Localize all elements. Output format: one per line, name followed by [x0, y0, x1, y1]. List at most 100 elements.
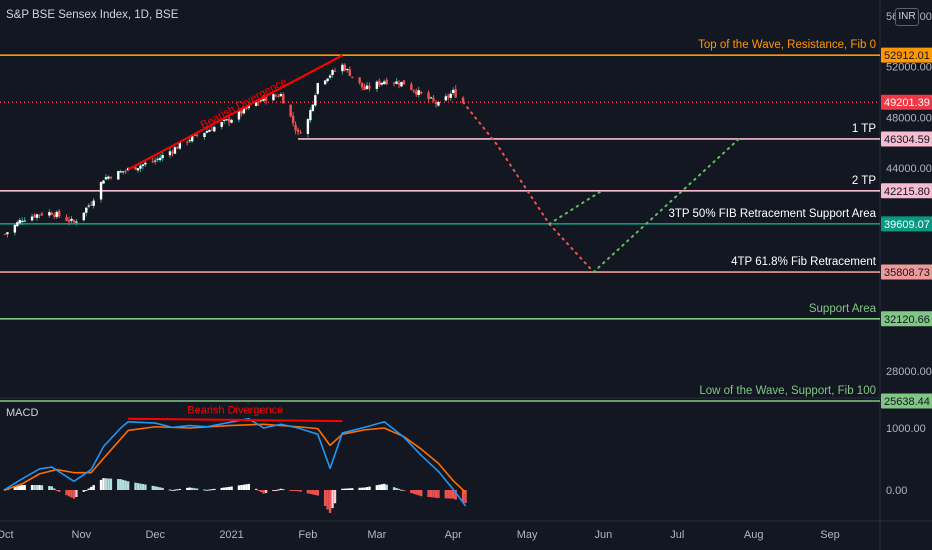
- histogram-bar: [452, 490, 455, 499]
- candle-body: [264, 96, 268, 101]
- candle-body: [205, 130, 209, 133]
- histogram-bar: [158, 487, 162, 490]
- histogram-bar: [429, 490, 433, 498]
- histogram-bar: [109, 478, 113, 490]
- histogram-bar: [89, 486, 93, 490]
- histogram-bar: [333, 490, 337, 504]
- histogram-bar: [306, 490, 310, 494]
- histogram-bar: [16, 486, 19, 490]
- candle-body: [75, 221, 78, 223]
- currency-badge[interactable]: INR: [895, 8, 919, 26]
- histogram-bar: [193, 488, 196, 490]
- candle-body: [299, 132, 302, 134]
- candle-body: [48, 212, 51, 216]
- candle-body: [203, 132, 206, 138]
- histogram-bar: [205, 489, 209, 491]
- candle-body: [316, 83, 319, 94]
- candle-body: [220, 122, 223, 127]
- candle-body: [432, 98, 435, 101]
- histogram-bar: [40, 485, 44, 490]
- candle-body: [395, 81, 398, 84]
- histogram-bar: [85, 490, 88, 491]
- candle-body: [294, 124, 297, 131]
- histogram-bar: [141, 484, 145, 490]
- histogram-bar: [104, 478, 108, 490]
- histogram-bar: [412, 490, 416, 494]
- histogram-bar: [156, 486, 159, 490]
- candle-body: [109, 177, 113, 179]
- histogram-bar: [247, 483, 251, 490]
- price-badge-text: 46304.59: [884, 134, 930, 146]
- histogram-bar: [210, 489, 214, 491]
- candle-body: [257, 101, 260, 103]
- candle-body: [213, 126, 216, 132]
- candle-body: [124, 170, 127, 172]
- candle-body: [195, 134, 199, 136]
- candle-body: [437, 101, 440, 106]
- candle-body: [323, 80, 327, 85]
- histogram-bar: [87, 488, 90, 490]
- candle-body: [289, 104, 292, 117]
- candle-body: [348, 69, 351, 77]
- histogram-bar: [296, 490, 300, 492]
- time-tick-label: Sep: [820, 529, 840, 541]
- price-badge-text: 35808.73: [884, 267, 930, 279]
- candle-body: [139, 165, 142, 169]
- candle-body: [247, 105, 251, 109]
- candle-body: [102, 180, 105, 184]
- macd-tick-label: 1000.00: [886, 423, 926, 435]
- histogram-bar: [279, 488, 283, 490]
- candle-body: [156, 158, 159, 160]
- candle-body: [119, 171, 122, 173]
- candle-body: [82, 212, 86, 221]
- histogram-bar: [134, 482, 137, 490]
- histogram-bar: [65, 490, 68, 496]
- histogram-bar: [176, 489, 179, 491]
- histogram-bar: [432, 490, 435, 498]
- candle-body: [410, 84, 413, 90]
- candle-body: [35, 214, 39, 218]
- candle-body: [296, 129, 300, 132]
- histogram-bar: [365, 487, 369, 490]
- candle-body: [444, 96, 448, 101]
- candle-body: [240, 110, 243, 114]
- price-badge: [881, 216, 932, 232]
- histogram-bar: [82, 490, 86, 492]
- price-badge: [881, 94, 932, 110]
- candle-body: [154, 160, 157, 162]
- macd-divergence-label: Bearish Divergence: [187, 405, 283, 417]
- chart-title: S&P BSE Sensex Index, 1D, BSE: [6, 9, 179, 21]
- histogram-bar: [154, 486, 157, 490]
- histogram-bar: [397, 488, 401, 490]
- candle-body: [208, 130, 211, 132]
- histogram-bar: [449, 490, 452, 499]
- candle-body: [333, 70, 337, 72]
- candle-body: [186, 141, 189, 143]
- candle-body: [40, 213, 44, 216]
- price-badge-text: 42215.80: [884, 186, 930, 198]
- histogram-bar: [188, 487, 191, 490]
- histogram-bar: [33, 485, 36, 490]
- candle-body: [341, 64, 344, 72]
- histogram-bar: [291, 490, 295, 491]
- candle-body: [92, 200, 95, 206]
- price-badge: [881, 393, 932, 409]
- level-label: 4TP 61.8% Fib Retracement: [731, 256, 877, 268]
- candle-body: [279, 94, 283, 97]
- histogram-bar: [92, 485, 95, 490]
- histogram-bar: [282, 489, 285, 491]
- histogram-bar: [419, 490, 423, 497]
- candle-body: [328, 75, 332, 78]
- histogram-bar: [400, 489, 403, 491]
- histogram-bar: [434, 490, 438, 498]
- histogram-bar: [427, 490, 430, 497]
- price-tick-label: 28000.00: [886, 366, 932, 378]
- candle-body: [104, 177, 108, 180]
- histogram-bar: [454, 490, 457, 500]
- time-tick-label: Nov: [72, 529, 92, 541]
- candle-body: [55, 211, 58, 218]
- price-badge-text: 52912.01: [884, 50, 930, 62]
- candle-body: [400, 81, 403, 87]
- candle-body: [385, 79, 388, 85]
